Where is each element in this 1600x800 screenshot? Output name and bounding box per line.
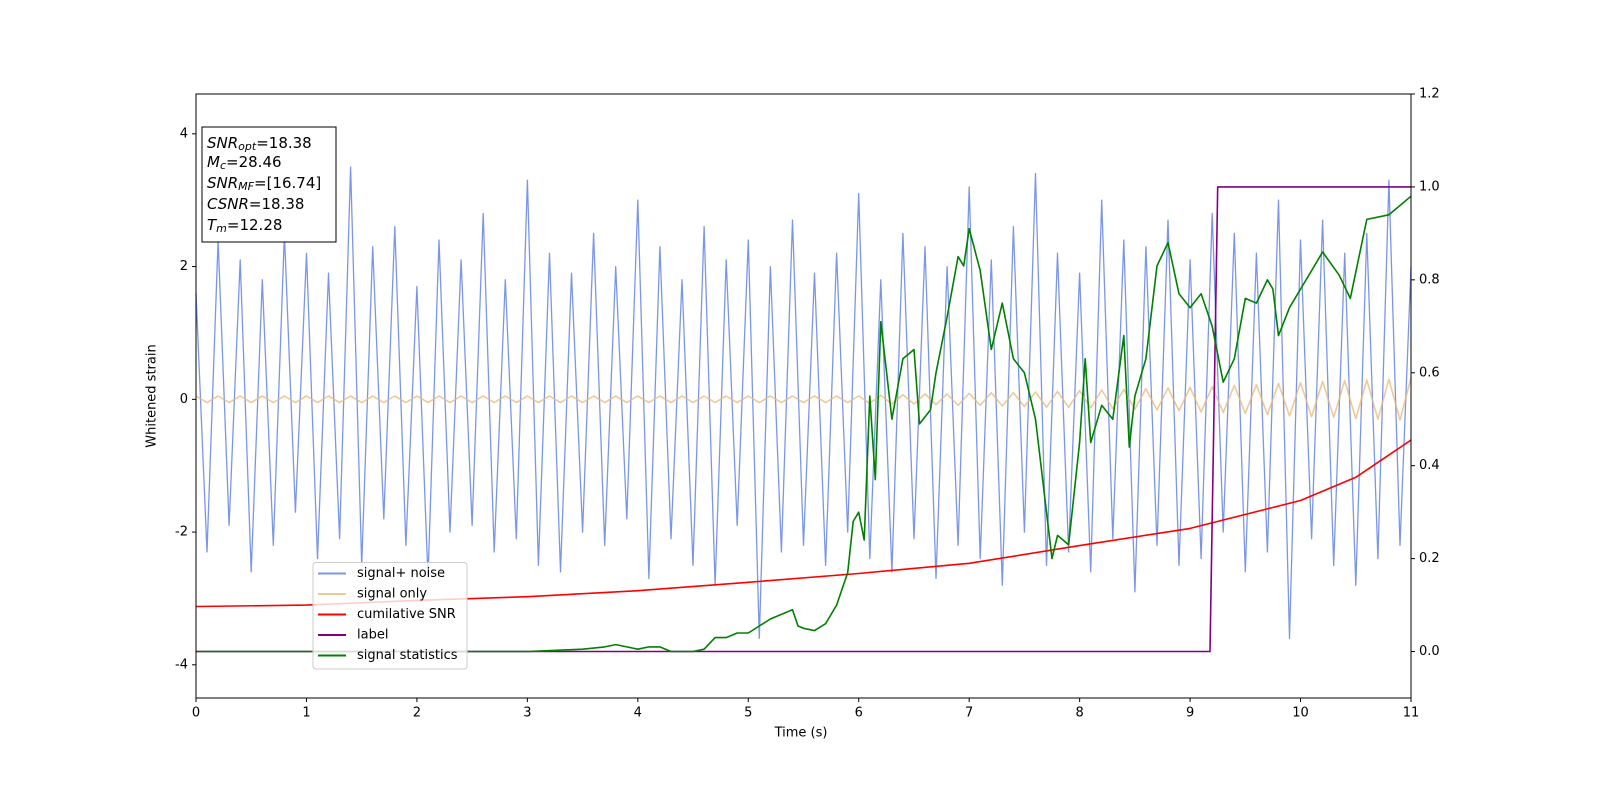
x-tick-label: 8 (1075, 706, 1083, 721)
legend-frame (312, 562, 468, 670)
stats-value: =28.46 (226, 153, 282, 171)
stats-line: CSNR=18.38 (207, 195, 304, 213)
x-tick-label: 1 (302, 706, 310, 721)
stats-value: =[16.74] (254, 174, 321, 192)
legend-label: signal statistics (357, 648, 458, 663)
series-line (196, 195, 1412, 653)
y2-tick-label: 0.8 (1419, 272, 1440, 287)
y2-tick-label: 1.2 (1419, 87, 1440, 102)
x-tick-label: 10 (1292, 706, 1309, 721)
x-axis-label: Time (s) (774, 726, 828, 741)
plot-frame (195, 93, 1412, 699)
stats-name: T (207, 216, 218, 234)
y2-tick-label: 0.6 (1419, 365, 1440, 380)
stats-name: SNR (207, 134, 238, 152)
stats-sub: c (220, 159, 226, 172)
x-tick-label: 5 (744, 706, 752, 721)
stats-frame (201, 126, 337, 243)
y2-tick-label: 0.0 (1419, 644, 1440, 659)
legend-label: cumilative SNR (357, 607, 456, 622)
stats-name: CSNR (207, 195, 249, 213)
stats-line: SNRopt=18.38 (207, 134, 312, 154)
stats-line: SNRMF=[16.74] (207, 174, 321, 194)
stats-value: =18.38 (256, 134, 312, 152)
stats-sub: opt (238, 140, 257, 153)
stats-value: =18.38 (249, 195, 305, 213)
stats-box: SNRopt=18.38Mc=28.46SNRMF=[16.74]CSNR=18… (201, 126, 337, 243)
legend: signal+ noise signal only cumilative SNR la… (312, 562, 468, 670)
stats-value: =12.28 (227, 216, 283, 234)
y2-tick-label: 0.4 (1419, 458, 1440, 473)
legend-label: signal only (357, 587, 427, 602)
series-line (195, 377, 1412, 421)
x-tick-label: 6 (855, 706, 863, 721)
stats-name: M (207, 153, 220, 171)
x-tick-label: 2 (413, 706, 421, 721)
y2-tick-label: 1.0 (1419, 179, 1440, 194)
x-tick-label: 3 (523, 706, 531, 721)
x-tick-label: 9 (1186, 706, 1194, 721)
stats-sub: m (216, 222, 227, 235)
legend-label: label (357, 628, 388, 643)
stats-name: SNR (207, 174, 238, 192)
y2-tick-label: 0.2 (1419, 551, 1440, 566)
series-line (195, 166, 1412, 639)
x-tick-label: 0 (192, 706, 200, 721)
x-tick-label: 4 (634, 706, 642, 721)
y-axis-label: Whitened strain (145, 344, 160, 447)
x-tick-label: 11 (1403, 706, 1420, 721)
stats-line: Tm=12.28 (207, 216, 282, 236)
series-line (196, 186, 1411, 653)
stats-line: Mc=28.46 (207, 153, 282, 173)
y-tick-label: -4 (175, 657, 188, 672)
x-tick-label: 7 (965, 706, 973, 721)
y-tick-label: -2 (175, 525, 188, 540)
y-tick-label: 2 (180, 259, 188, 274)
y-tick-label: 4 (180, 126, 188, 141)
legend-label: signal+ noise (357, 566, 445, 581)
stats-sub: MF (238, 180, 254, 193)
y-tick-label: 0 (180, 392, 188, 407)
